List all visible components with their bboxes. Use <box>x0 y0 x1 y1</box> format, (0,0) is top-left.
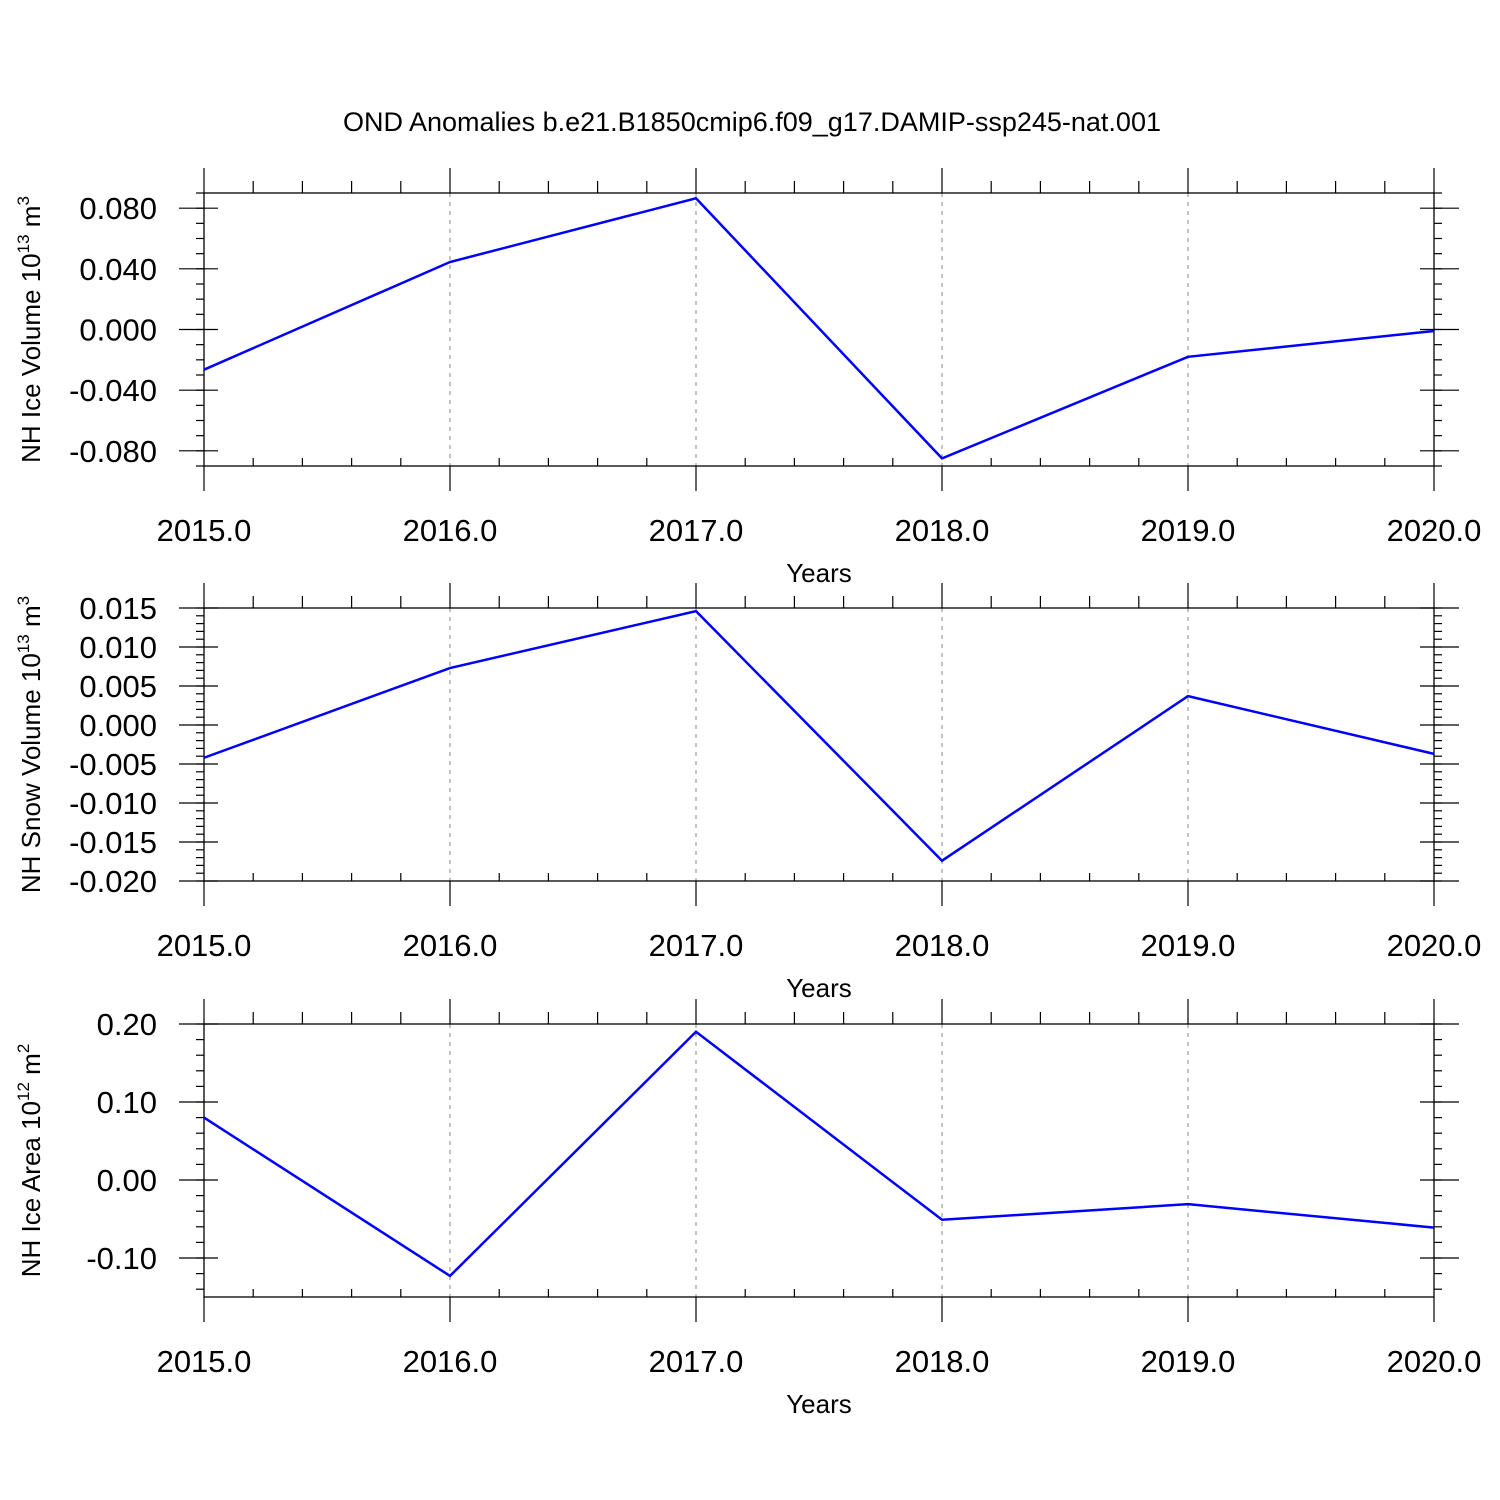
y-tick-label: 0.20 <box>97 1007 157 1042</box>
y-tick-label: -0.010 <box>69 786 157 821</box>
x-tick-label: 2020.0 <box>1387 513 1482 548</box>
x-tick-label: 2015.0 <box>157 513 252 548</box>
x-tick-label: 2017.0 <box>649 513 744 548</box>
panel-nh-snow-volume: -0.020 -0.015 -0.010 -0.005 0.000 0.005 0.010 0… <box>14 583 1481 1003</box>
y-tick-label: 0.00 <box>97 1163 157 1198</box>
x-tick-label: 2016.0 <box>403 1344 498 1379</box>
panel-nh-ice-volume: -0.080 -0.040 0.000 0.040 0.080 2015.0 2016.0 2… <box>14 168 1481 588</box>
x-tick-label: 2019.0 <box>1141 513 1236 548</box>
y-axis-label: NH Ice Area 1012 m2 <box>14 1044 46 1278</box>
x-tick-label: 2020.0 <box>1387 1344 1482 1379</box>
y-tick-label: 0.000 <box>79 708 157 743</box>
x-tick-label: 2018.0 <box>895 513 990 548</box>
y-tick-label: 0.040 <box>79 252 157 287</box>
y-axis-label: NH Snow Volume 1013 m3 <box>14 596 46 893</box>
x-tick-label: 2019.0 <box>1141 928 1236 963</box>
series-line <box>203 196 1435 460</box>
y-tick-label: 0.10 <box>97 1085 157 1120</box>
x-tick-label: 2017.0 <box>649 928 744 963</box>
y-tick-label: -0.040 <box>69 373 157 408</box>
y-tick-label: 0.010 <box>79 630 157 665</box>
plot-frame <box>203 607 1435 882</box>
x-axis-label: Years <box>786 1389 852 1419</box>
x-tick-label: 2017.0 <box>649 1344 744 1379</box>
x-tick-label: 2015.0 <box>157 928 252 963</box>
x-axis-label: Years <box>786 973 852 1003</box>
y-axis-label: NH Ice Volume 1013 m3 <box>14 196 46 463</box>
x-tick-label: 2016.0 <box>403 513 498 548</box>
figure-title: OND Anomalies b.e21.B1850cmip6.f09_g17.D… <box>343 107 1161 137</box>
y-tick-label: 0.005 <box>79 669 157 704</box>
panel-nh-ice-area: -0.10 0.00 0.10 0.20 2015.0 2016.0 2017.0 2018.… <box>14 999 1481 1419</box>
y-tick-label: 0.000 <box>79 313 157 348</box>
y-tick-label: -0.080 <box>69 434 157 469</box>
series-line <box>203 609 1435 863</box>
x-tick-label: 2015.0 <box>157 1344 252 1379</box>
x-axis-label: Years <box>786 558 852 588</box>
y-tick-label: -0.015 <box>69 825 157 860</box>
series-line <box>203 1030 1435 1278</box>
y-tick-label: 0.015 <box>79 591 157 626</box>
x-tick-label: 2016.0 <box>403 928 498 963</box>
x-tick-label: 2018.0 <box>895 928 990 963</box>
plot-frame <box>203 1023 1435 1298</box>
y-tick-label: -0.10 <box>86 1241 157 1276</box>
x-tick-label: 2020.0 <box>1387 928 1482 963</box>
x-tick-label: 2018.0 <box>895 1344 990 1379</box>
x-tick-label: 2019.0 <box>1141 1344 1236 1379</box>
y-tick-label: -0.020 <box>69 864 157 899</box>
y-tick-label: 0.080 <box>79 191 157 226</box>
y-tick-label: -0.005 <box>69 747 157 782</box>
